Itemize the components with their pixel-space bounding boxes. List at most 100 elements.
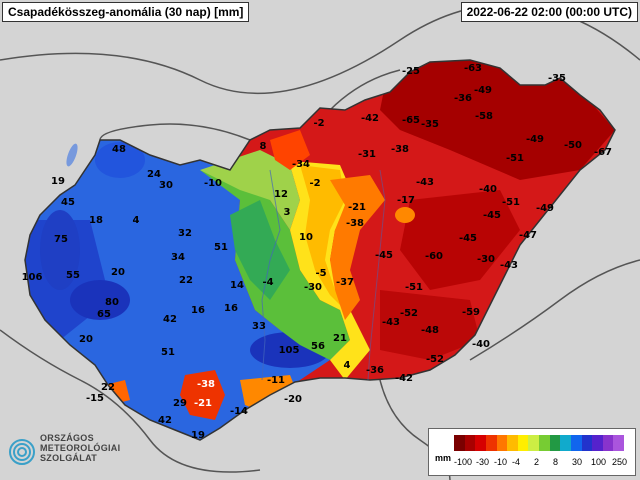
station-value: 12	[274, 189, 288, 200]
legend-swatch	[592, 435, 603, 451]
legend-swatch	[581, 435, 593, 451]
station-value: 45	[61, 197, 75, 208]
station-value: -30	[477, 254, 495, 265]
station-value: -42	[361, 113, 379, 124]
station-value: -2	[309, 178, 320, 189]
station-value: 65	[97, 309, 111, 320]
station-value: -30	[304, 282, 322, 293]
station-value: 80	[105, 297, 119, 308]
station-value: -2	[313, 118, 324, 129]
station-value: -37	[336, 277, 354, 288]
station-value: -43	[416, 177, 434, 188]
station-value: 30	[159, 180, 173, 191]
station-value: -31	[358, 149, 376, 160]
legend-tick-label: -30	[476, 457, 490, 467]
station-value: -48	[421, 325, 439, 336]
station-value: -51	[405, 282, 423, 293]
station-value: 106	[22, 272, 43, 283]
legend-ticks: -100 -30 -10 -4 2 8 30 100 250	[454, 457, 634, 469]
station-value: 48	[112, 144, 126, 155]
station-value: 16	[191, 305, 205, 316]
station-value: -52	[400, 308, 418, 319]
station-value: 34	[171, 252, 185, 263]
station-value: -25	[402, 66, 420, 77]
station-value: 33	[252, 321, 266, 332]
station-value: -52	[426, 354, 444, 365]
station-value: 56	[311, 341, 325, 352]
station-value: -47	[519, 230, 537, 241]
legend-swatch	[517, 435, 529, 451]
station-value: 55	[66, 270, 80, 281]
legend-tick-label: 30	[572, 457, 583, 467]
station-value: -49	[536, 203, 554, 214]
station-value: -11	[267, 375, 285, 386]
legend-color-bar	[454, 435, 624, 451]
legend-swatch	[528, 435, 539, 451]
station-values: -63-35-25-49-36-58-42 -65 -35-2-49-50-678-…	[22, 63, 613, 441]
legend-swatch	[613, 435, 624, 451]
station-value: 21	[333, 333, 347, 344]
station-value: 20	[111, 267, 125, 278]
legend-swatch	[539, 435, 550, 451]
legend-tick-label: -10	[494, 457, 508, 467]
station-value: 75	[54, 234, 68, 245]
station-value: -4	[262, 277, 273, 288]
station-value: -51	[506, 153, 524, 164]
station-value: -43	[382, 317, 400, 328]
station-value: 10	[299, 232, 313, 243]
legend-swatch	[485, 435, 497, 451]
station-value: -49	[474, 85, 492, 96]
color-legend: mm -100 -30 -10 -4 2 8 30 100 250	[428, 428, 636, 476]
station-value: -49	[526, 134, 544, 145]
station-value: 24	[147, 169, 161, 180]
station-value: 42	[158, 415, 172, 426]
logo-line-3: SZOLGÁLAT	[40, 453, 98, 463]
station-value: -42	[395, 373, 413, 384]
station-value: -58	[475, 111, 493, 122]
station-value: -45	[375, 250, 393, 261]
legend-swatch	[475, 435, 486, 451]
station-value: -38	[346, 218, 364, 229]
station-value: -15	[86, 393, 104, 404]
legend-swatch	[507, 435, 518, 451]
station-value: 20	[79, 334, 93, 345]
station-value: -34	[292, 159, 310, 170]
legend-swatch	[560, 435, 571, 451]
station-value: -14	[230, 406, 248, 417]
legend-tick-label: 2	[534, 457, 540, 467]
legend-tick-label: 100	[591, 457, 607, 467]
legend-swatch	[602, 435, 614, 451]
station-value: 16	[224, 303, 238, 314]
station-value: -35	[421, 119, 439, 130]
station-value: 42	[163, 314, 177, 325]
map-title: Csapadékösszeg-anomália (30 nap) [mm]	[2, 2, 250, 22]
legend-swatch	[496, 435, 508, 451]
legend-tick-label: 8	[553, 457, 559, 467]
station-value: 51	[214, 242, 228, 253]
legend-tick-label: -100	[454, 457, 473, 467]
station-value: 19	[191, 430, 205, 441]
station-value: -20	[284, 394, 302, 405]
station-value: -38	[391, 144, 409, 155]
station-value: 3	[284, 207, 291, 218]
station-value: -50	[564, 140, 582, 151]
station-value: 4	[133, 215, 140, 226]
legend-unit: mm	[435, 453, 452, 463]
station-value: -60	[425, 251, 443, 262]
station-value: -35	[548, 73, 566, 84]
station-value: 29	[173, 398, 187, 409]
station-value: 4	[344, 360, 351, 371]
legend-tick-label: -4	[512, 457, 521, 467]
station-value: -10	[204, 178, 222, 189]
station-value: 51	[161, 347, 175, 358]
station-value: -59	[462, 307, 480, 318]
station-value: -65	[402, 115, 420, 126]
station-value: 19	[51, 176, 65, 187]
station-value: -21	[348, 202, 366, 213]
station-value: 22	[101, 382, 115, 393]
logo-text: ORSZÁGOS METEOROLÓGIAI SZOLGÁLAT	[40, 433, 120, 463]
legend-swatch	[454, 435, 465, 451]
station-value: 22	[179, 275, 193, 286]
station-value: -38	[197, 379, 215, 390]
